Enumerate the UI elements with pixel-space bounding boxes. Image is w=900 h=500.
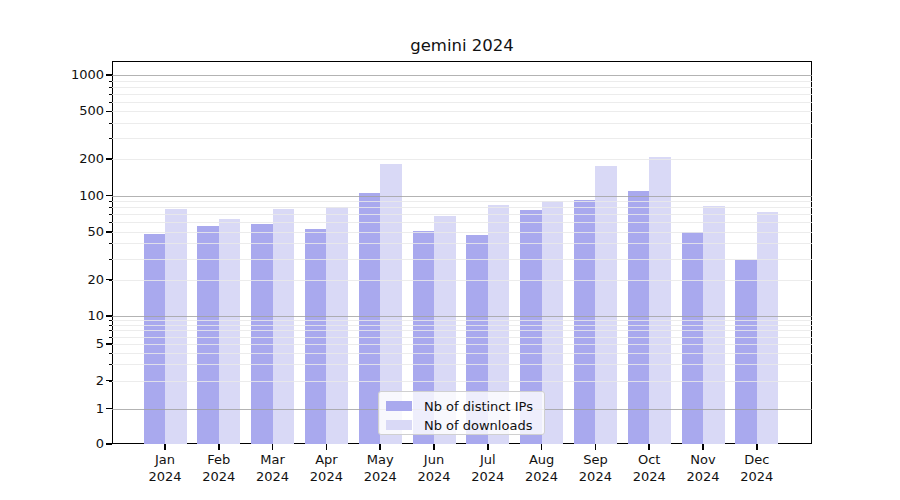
y-minor-tick bbox=[109, 201, 113, 202]
x-tick bbox=[756, 444, 758, 450]
bar-nb-of-distinct-ips-dec-2024 bbox=[735, 260, 757, 444]
y-minor-tick bbox=[109, 94, 113, 95]
legend-swatch-nb-of-downloads bbox=[386, 420, 412, 431]
y-minor-tick bbox=[109, 320, 113, 321]
gridline-minor bbox=[112, 94, 812, 95]
x-tick bbox=[379, 444, 381, 450]
gridline-minor bbox=[112, 138, 812, 139]
y-tick-label: 20 bbox=[44, 273, 104, 287]
bar-nb-of-downloads-apr-2024 bbox=[326, 207, 348, 444]
bar-nb-of-distinct-ips-may-2024 bbox=[359, 193, 381, 444]
bar-nb-of-downloads-mar-2024 bbox=[273, 209, 295, 444]
y-tick-label: 1000 bbox=[44, 68, 104, 82]
y-minor-tick bbox=[109, 138, 113, 139]
bar-nb-of-distinct-ips-mar-2024 bbox=[251, 224, 273, 444]
y-tick-label: 1 bbox=[44, 402, 104, 416]
gridline-minor bbox=[112, 159, 812, 160]
y-tick-label: 500 bbox=[44, 104, 104, 118]
bar-nb-of-distinct-ips-sep-2024 bbox=[574, 200, 596, 444]
y-tick bbox=[106, 408, 112, 410]
x-tick bbox=[595, 444, 597, 450]
y-minor-tick bbox=[109, 232, 113, 233]
y-minor-tick bbox=[109, 353, 113, 354]
y-tick-label: 200 bbox=[44, 152, 104, 166]
bar-nb-of-downloads-feb-2024 bbox=[219, 219, 241, 444]
y-tick-label: 2 bbox=[44, 374, 104, 388]
y-tick bbox=[106, 315, 112, 317]
bar-nb-of-downloads-sep-2024 bbox=[595, 166, 617, 444]
chart-figure: gemini 2024 10005002001005020105210Jan20… bbox=[0, 0, 900, 500]
y-minor-tick bbox=[109, 81, 113, 82]
x-tick bbox=[702, 444, 704, 450]
y-tick-label: 100 bbox=[44, 189, 104, 203]
y-tick-label: 0 bbox=[44, 437, 104, 451]
y-tick bbox=[106, 74, 112, 76]
x-tick bbox=[487, 444, 489, 450]
bar-nb-of-downloads-nov-2024 bbox=[703, 206, 725, 444]
y-tick bbox=[106, 443, 112, 445]
legend-label: Nb of downloads bbox=[424, 418, 532, 433]
y-tick-label: 5 bbox=[44, 337, 104, 351]
x-tick-label: Dec2024 bbox=[725, 452, 789, 485]
gridline-minor bbox=[112, 123, 812, 124]
y-minor-tick bbox=[109, 337, 113, 338]
bar-nb-of-distinct-ips-jan-2024 bbox=[144, 234, 166, 444]
y-minor-tick bbox=[109, 344, 113, 345]
gridline-minor bbox=[112, 201, 812, 202]
y-minor-tick bbox=[109, 259, 113, 260]
y-tick bbox=[106, 195, 112, 197]
legend-label: Nb of distinct IPs bbox=[424, 399, 533, 414]
y-minor-tick bbox=[109, 325, 113, 326]
y-minor-tick bbox=[109, 214, 113, 215]
y-minor-tick bbox=[109, 123, 113, 124]
gridline-minor bbox=[112, 102, 812, 103]
legend-swatch-nb-of-distinct-ips bbox=[386, 401, 412, 412]
gridline-minor bbox=[112, 87, 812, 88]
x-tick bbox=[218, 444, 220, 450]
bar-nb-of-downloads-oct-2024 bbox=[649, 157, 671, 444]
gridline-minor bbox=[112, 81, 812, 82]
x-tick bbox=[648, 444, 650, 450]
x-tick bbox=[326, 444, 328, 450]
y-tick-label: 10 bbox=[44, 309, 104, 323]
y-minor-tick bbox=[109, 243, 113, 244]
bar-nb-of-distinct-ips-oct-2024 bbox=[628, 191, 650, 444]
chart-title: gemini 2024 bbox=[112, 36, 812, 55]
bar-nb-of-distinct-ips-apr-2024 bbox=[305, 229, 327, 444]
y-minor-tick bbox=[109, 222, 113, 223]
y-minor-tick bbox=[109, 364, 113, 365]
y-minor-tick bbox=[109, 159, 113, 160]
legend-item-nb-of-downloads: Nb of downloads bbox=[386, 419, 532, 431]
bar-nb-of-distinct-ips-nov-2024 bbox=[682, 232, 704, 444]
x-tick bbox=[541, 444, 543, 450]
y-minor-tick bbox=[109, 330, 113, 331]
y-tick-label: 50 bbox=[44, 225, 104, 239]
y-minor-tick bbox=[109, 111, 113, 112]
bar-nb-of-downloads-dec-2024 bbox=[757, 212, 779, 444]
y-minor-tick bbox=[109, 381, 113, 382]
gridline-minor bbox=[112, 111, 812, 112]
x-tick bbox=[433, 444, 435, 450]
y-minor-tick bbox=[109, 280, 113, 281]
gridline-major bbox=[112, 196, 812, 197]
y-minor-tick bbox=[109, 87, 113, 88]
legend-item-nb-of-distinct-ips: Nb of distinct IPs bbox=[386, 400, 533, 412]
y-minor-tick bbox=[109, 102, 113, 103]
gridline-major bbox=[112, 75, 812, 76]
x-tick bbox=[164, 444, 166, 450]
x-tick bbox=[272, 444, 274, 450]
bar-nb-of-distinct-ips-feb-2024 bbox=[197, 226, 219, 444]
y-minor-tick bbox=[109, 207, 113, 208]
bar-nb-of-downloads-jan-2024 bbox=[165, 209, 187, 444]
legend: Nb of distinct IPs Nb of downloads bbox=[378, 391, 545, 435]
